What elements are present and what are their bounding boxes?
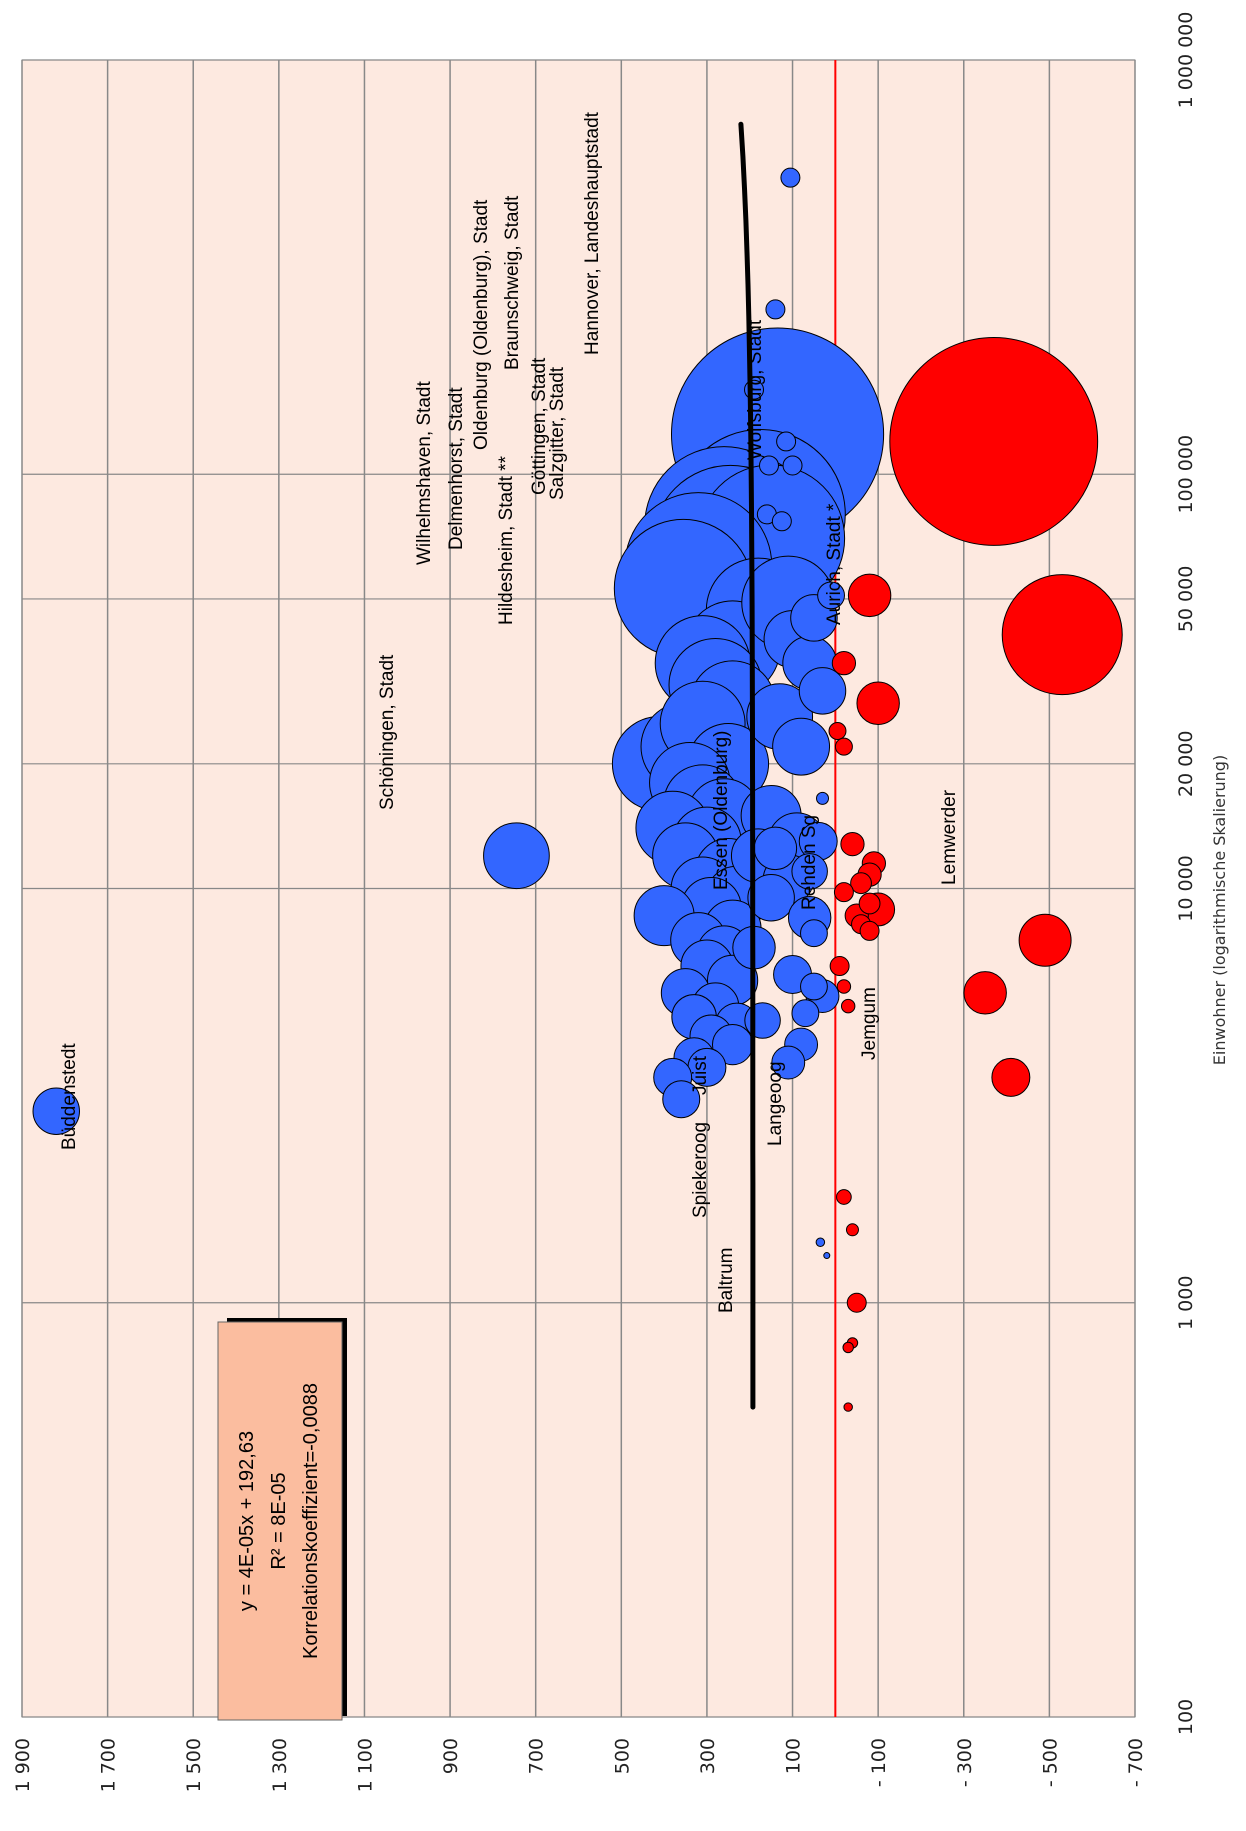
value-tick-label: 500 [611, 1738, 633, 1774]
bubble [816, 791, 830, 805]
bubble [800, 972, 828, 1001]
bubble [747, 873, 795, 922]
bubble [800, 919, 828, 948]
bubble [780, 167, 801, 188]
bubble [847, 573, 892, 618]
population-tick-label: 10 000 [1175, 855, 1197, 921]
bubble [823, 1252, 831, 1260]
point-label: Büddenstedt [59, 1043, 80, 1150]
bubble [791, 853, 828, 890]
bubble [842, 1341, 854, 1354]
point-label: Juist [690, 1055, 711, 1095]
point-label: Delmenhorst, Stadt [446, 387, 467, 550]
bubble [843, 1402, 853, 1412]
bubble [771, 511, 792, 532]
bubble [845, 1223, 859, 1237]
population-tick-label: 20 000 [1175, 731, 1197, 797]
bubble [831, 651, 857, 676]
bubble [798, 667, 847, 715]
bubble [834, 737, 853, 756]
value-tick-label: 1 100 [354, 1738, 376, 1792]
point-label: Wolfsburg, Stadt [745, 319, 766, 460]
bubble [828, 722, 847, 740]
bubble [859, 920, 880, 941]
equation-line-3: Korrelationskoeffizient=-0,0088 [300, 1383, 322, 1659]
point-label: Wilhelmshaven, Stadt [414, 381, 435, 565]
point-label: Aurich, Stadt * [824, 503, 845, 625]
point-label: Oldenburg (Oldenburg), Stadt [471, 199, 492, 450]
equation-line-2: R² = 8E-05 [268, 1472, 290, 1569]
bubble [772, 717, 831, 776]
value-tick-label: 1 900 [12, 1738, 34, 1792]
population-tick-label: 1 000 000 [1175, 12, 1197, 109]
population-tick-label: 1 000 [1175, 1276, 1197, 1330]
bubble [846, 1292, 867, 1313]
bubble [840, 831, 865, 857]
bubble [889, 337, 1099, 546]
bubble [833, 882, 854, 903]
population-tick-label: 100 [1175, 1699, 1197, 1735]
point-label: Essen (Oldenburg) [711, 731, 732, 890]
bubble [963, 971, 1007, 1015]
bubble [32, 1087, 80, 1135]
value-tick-label: 100 [783, 1738, 805, 1774]
bubble [815, 1237, 826, 1247]
gridlines [21, 59, 1136, 1718]
point-labels: Büddenstedt Schöningen, Stadt Wilhelmshave… [59, 111, 960, 1313]
bubble [850, 872, 872, 895]
point-label: Hildesheim, Stadt ** [496, 455, 517, 625]
x-axis-title: Einwohner (logarithmische Skalierung) [1210, 755, 1229, 1065]
population-tick-label: 50 000 [1175, 566, 1197, 632]
bubble [765, 299, 786, 320]
value-tick-label: 900 [440, 1738, 462, 1774]
equation-line-1: y = 4E-05x + 192,63 [236, 1431, 258, 1611]
point-label: Salzgitter, Stadt [547, 366, 568, 500]
population-tick-label: 100 000 [1175, 435, 1197, 514]
value-tick-label: 1 700 [98, 1738, 120, 1792]
value-tick-label: 300 [697, 1738, 719, 1774]
bubble [744, 1002, 781, 1039]
point-label: Göttingen, Stadt [529, 357, 550, 495]
bubble [840, 998, 856, 1014]
point-label: Hannover, Landeshauptstadt [582, 111, 603, 355]
bubble [817, 581, 845, 610]
bubble [829, 956, 850, 976]
point-label: Rehden Sg [799, 815, 820, 910]
bubble [662, 1080, 701, 1119]
value-tick-label: 1 300 [269, 1738, 291, 1792]
value-tick-label: - 300 [954, 1738, 976, 1787]
bubble [753, 826, 798, 871]
bubble [483, 822, 550, 890]
equation-box: y = 4E-05x + 192,63 R² = 8E-05 Korrelati… [217, 1318, 347, 1721]
point-label: Baltrum [716, 1248, 737, 1313]
bubbles [32, 167, 1123, 1412]
bubble [1001, 574, 1123, 696]
bubble [856, 681, 900, 725]
bubble [836, 1189, 852, 1205]
value-tick-label: 1 500 [183, 1738, 205, 1792]
bubble [776, 431, 797, 452]
tick-labels: - 700 - 500 - 300 - 100 100 300 500 700 900 1 100… [12, 12, 1197, 1793]
trendline-path [738, 121, 756, 1410]
bubble [782, 455, 803, 476]
point-label: Spiekeroog [690, 1122, 711, 1218]
value-tick-label: - 100 [868, 1738, 890, 1787]
value-tick-label: - 500 [1039, 1738, 1061, 1787]
bubble [836, 979, 852, 994]
point-label: Langeoog [765, 1061, 786, 1146]
point-label: Jemgum [859, 987, 880, 1060]
point-label: Schöningen, Stadt [377, 654, 398, 810]
bubble [1018, 913, 1072, 967]
value-tick-label: - 700 [1125, 1738, 1147, 1787]
bubble [858, 892, 881, 915]
point-label: Braunschweig, Stadt [502, 195, 523, 370]
bubble [791, 999, 820, 1028]
value-tick-label: 700 [526, 1738, 548, 1774]
trendline [738, 121, 756, 1410]
bubble [759, 455, 779, 476]
point-label: Lemwerder [939, 789, 960, 885]
bubble [991, 1057, 1031, 1097]
bubble [771, 1045, 806, 1080]
